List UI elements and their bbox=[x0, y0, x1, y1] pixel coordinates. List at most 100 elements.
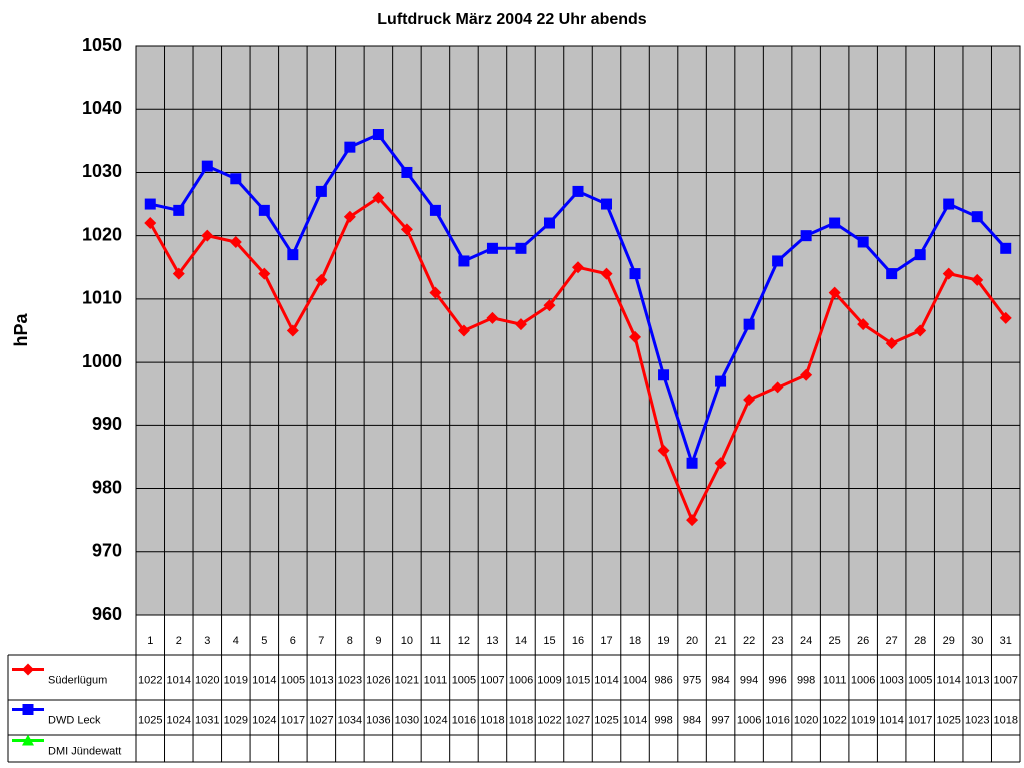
x-tick-label: 20 bbox=[686, 635, 698, 647]
data-point bbox=[771, 381, 784, 394]
legend-marker bbox=[22, 704, 34, 715]
table-cell: 1014 bbox=[879, 714, 903, 726]
data-point bbox=[572, 261, 584, 274]
data-point bbox=[144, 217, 157, 230]
table-cell: 1023 bbox=[338, 674, 362, 686]
table-cell: 986 bbox=[654, 674, 672, 686]
x-tick-label: 26 bbox=[857, 635, 869, 647]
y-tick-label: 1000 bbox=[82, 351, 122, 371]
table-cell: 1005 bbox=[281, 674, 305, 686]
table-cell: 998 bbox=[797, 674, 815, 686]
table-cell: 1036 bbox=[366, 714, 390, 726]
data-point bbox=[287, 249, 299, 261]
table-cell: 1004 bbox=[623, 674, 647, 686]
table-cell: 1007 bbox=[993, 674, 1017, 686]
x-tick-label: 1 bbox=[147, 635, 153, 647]
table-cell: 1022 bbox=[138, 674, 162, 686]
data-point bbox=[458, 255, 470, 267]
table-cell: 1027 bbox=[309, 714, 333, 726]
plot-area bbox=[135, 45, 1021, 616]
x-tick-label: 7 bbox=[318, 635, 324, 647]
data-point bbox=[400, 223, 413, 236]
table-cell: 1018 bbox=[480, 714, 504, 726]
y-tick-label: 960 bbox=[92, 604, 122, 624]
x-tick-label: 2 bbox=[176, 635, 182, 647]
x-tick-label: 25 bbox=[829, 635, 841, 647]
table-cell: 994 bbox=[740, 674, 758, 686]
table-cell: 1009 bbox=[537, 674, 561, 686]
table-cell: 1023 bbox=[965, 714, 989, 726]
data-point bbox=[772, 255, 784, 267]
data-point bbox=[999, 311, 1012, 324]
table-cell: 984 bbox=[711, 674, 729, 686]
data-point bbox=[515, 242, 527, 254]
data-point bbox=[971, 273, 984, 286]
table-cell: 998 bbox=[654, 714, 672, 726]
table-cell: 1005 bbox=[908, 674, 932, 686]
table-cell: 1014 bbox=[623, 714, 647, 726]
table-cell: 1011 bbox=[424, 674, 448, 686]
data-point bbox=[486, 311, 499, 324]
table-cell: 1016 bbox=[765, 714, 789, 726]
table-cell: 1020 bbox=[195, 674, 219, 686]
x-tick-label: 16 bbox=[572, 635, 584, 647]
table-cell: 1024 bbox=[423, 714, 447, 726]
data-point bbox=[286, 324, 299, 337]
y-tick-label: 1040 bbox=[82, 98, 122, 118]
data-point bbox=[657, 444, 670, 457]
table-cell: 1022 bbox=[537, 714, 561, 726]
table-cell: 1014 bbox=[252, 674, 276, 686]
data-point bbox=[942, 267, 955, 280]
table-cell: 1007 bbox=[480, 674, 504, 686]
table-cell: 1031 bbox=[195, 714, 219, 726]
x-tick-label: 19 bbox=[657, 635, 669, 647]
table-cell: 996 bbox=[768, 674, 786, 686]
legend-label: DMI Jündewatt bbox=[48, 745, 121, 757]
data-point bbox=[658, 369, 670, 381]
table-cell: 1025 bbox=[138, 714, 162, 726]
x-tick-label: 24 bbox=[800, 635, 812, 647]
y-tick-label: 1010 bbox=[82, 288, 122, 308]
data-point bbox=[629, 330, 642, 343]
table-cell: 1025 bbox=[936, 714, 960, 726]
legend-label: DWD Leck bbox=[48, 714, 101, 726]
table-cell: 1024 bbox=[252, 714, 276, 726]
data-point bbox=[258, 267, 271, 280]
data-point bbox=[401, 166, 413, 178]
table-cell: 1026 bbox=[366, 674, 390, 686]
data-point bbox=[258, 204, 270, 216]
y-axis-label: hPa bbox=[11, 313, 31, 347]
data-point bbox=[457, 324, 470, 337]
data-point bbox=[543, 217, 555, 229]
data-point bbox=[800, 230, 812, 242]
table-cell: 1005 bbox=[452, 674, 476, 686]
table-cell: 1013 bbox=[309, 674, 333, 686]
x-tick-label: 3 bbox=[204, 635, 210, 647]
data-point bbox=[201, 229, 214, 242]
table-cell: 1018 bbox=[509, 714, 533, 726]
data-point bbox=[514, 318, 527, 331]
x-tick-label: 21 bbox=[714, 635, 726, 647]
x-tick-label: 4 bbox=[233, 635, 239, 647]
data-point bbox=[601, 198, 613, 210]
data-point bbox=[971, 211, 983, 223]
data-point bbox=[914, 324, 927, 337]
y-tick-label: 1050 bbox=[82, 35, 122, 55]
x-tick-label: 27 bbox=[886, 635, 898, 647]
x-tick-label: 13 bbox=[486, 635, 498, 647]
x-tick-label: 9 bbox=[375, 635, 381, 647]
data-point bbox=[686, 457, 698, 469]
x-tick-label: 29 bbox=[943, 635, 955, 647]
legend-label: Süderlügum bbox=[48, 674, 107, 686]
table-cell: 1030 bbox=[395, 714, 419, 726]
legend-marker bbox=[22, 734, 34, 746]
data-point bbox=[800, 368, 813, 381]
data-point bbox=[173, 204, 185, 216]
data-point bbox=[230, 173, 242, 185]
table-cell: 1014 bbox=[167, 674, 191, 686]
table-cell: 1003 bbox=[879, 674, 903, 686]
x-tick-label: 22 bbox=[743, 635, 755, 647]
data-point bbox=[743, 318, 755, 330]
table-cell: 1027 bbox=[566, 714, 590, 726]
data-point bbox=[572, 185, 584, 197]
